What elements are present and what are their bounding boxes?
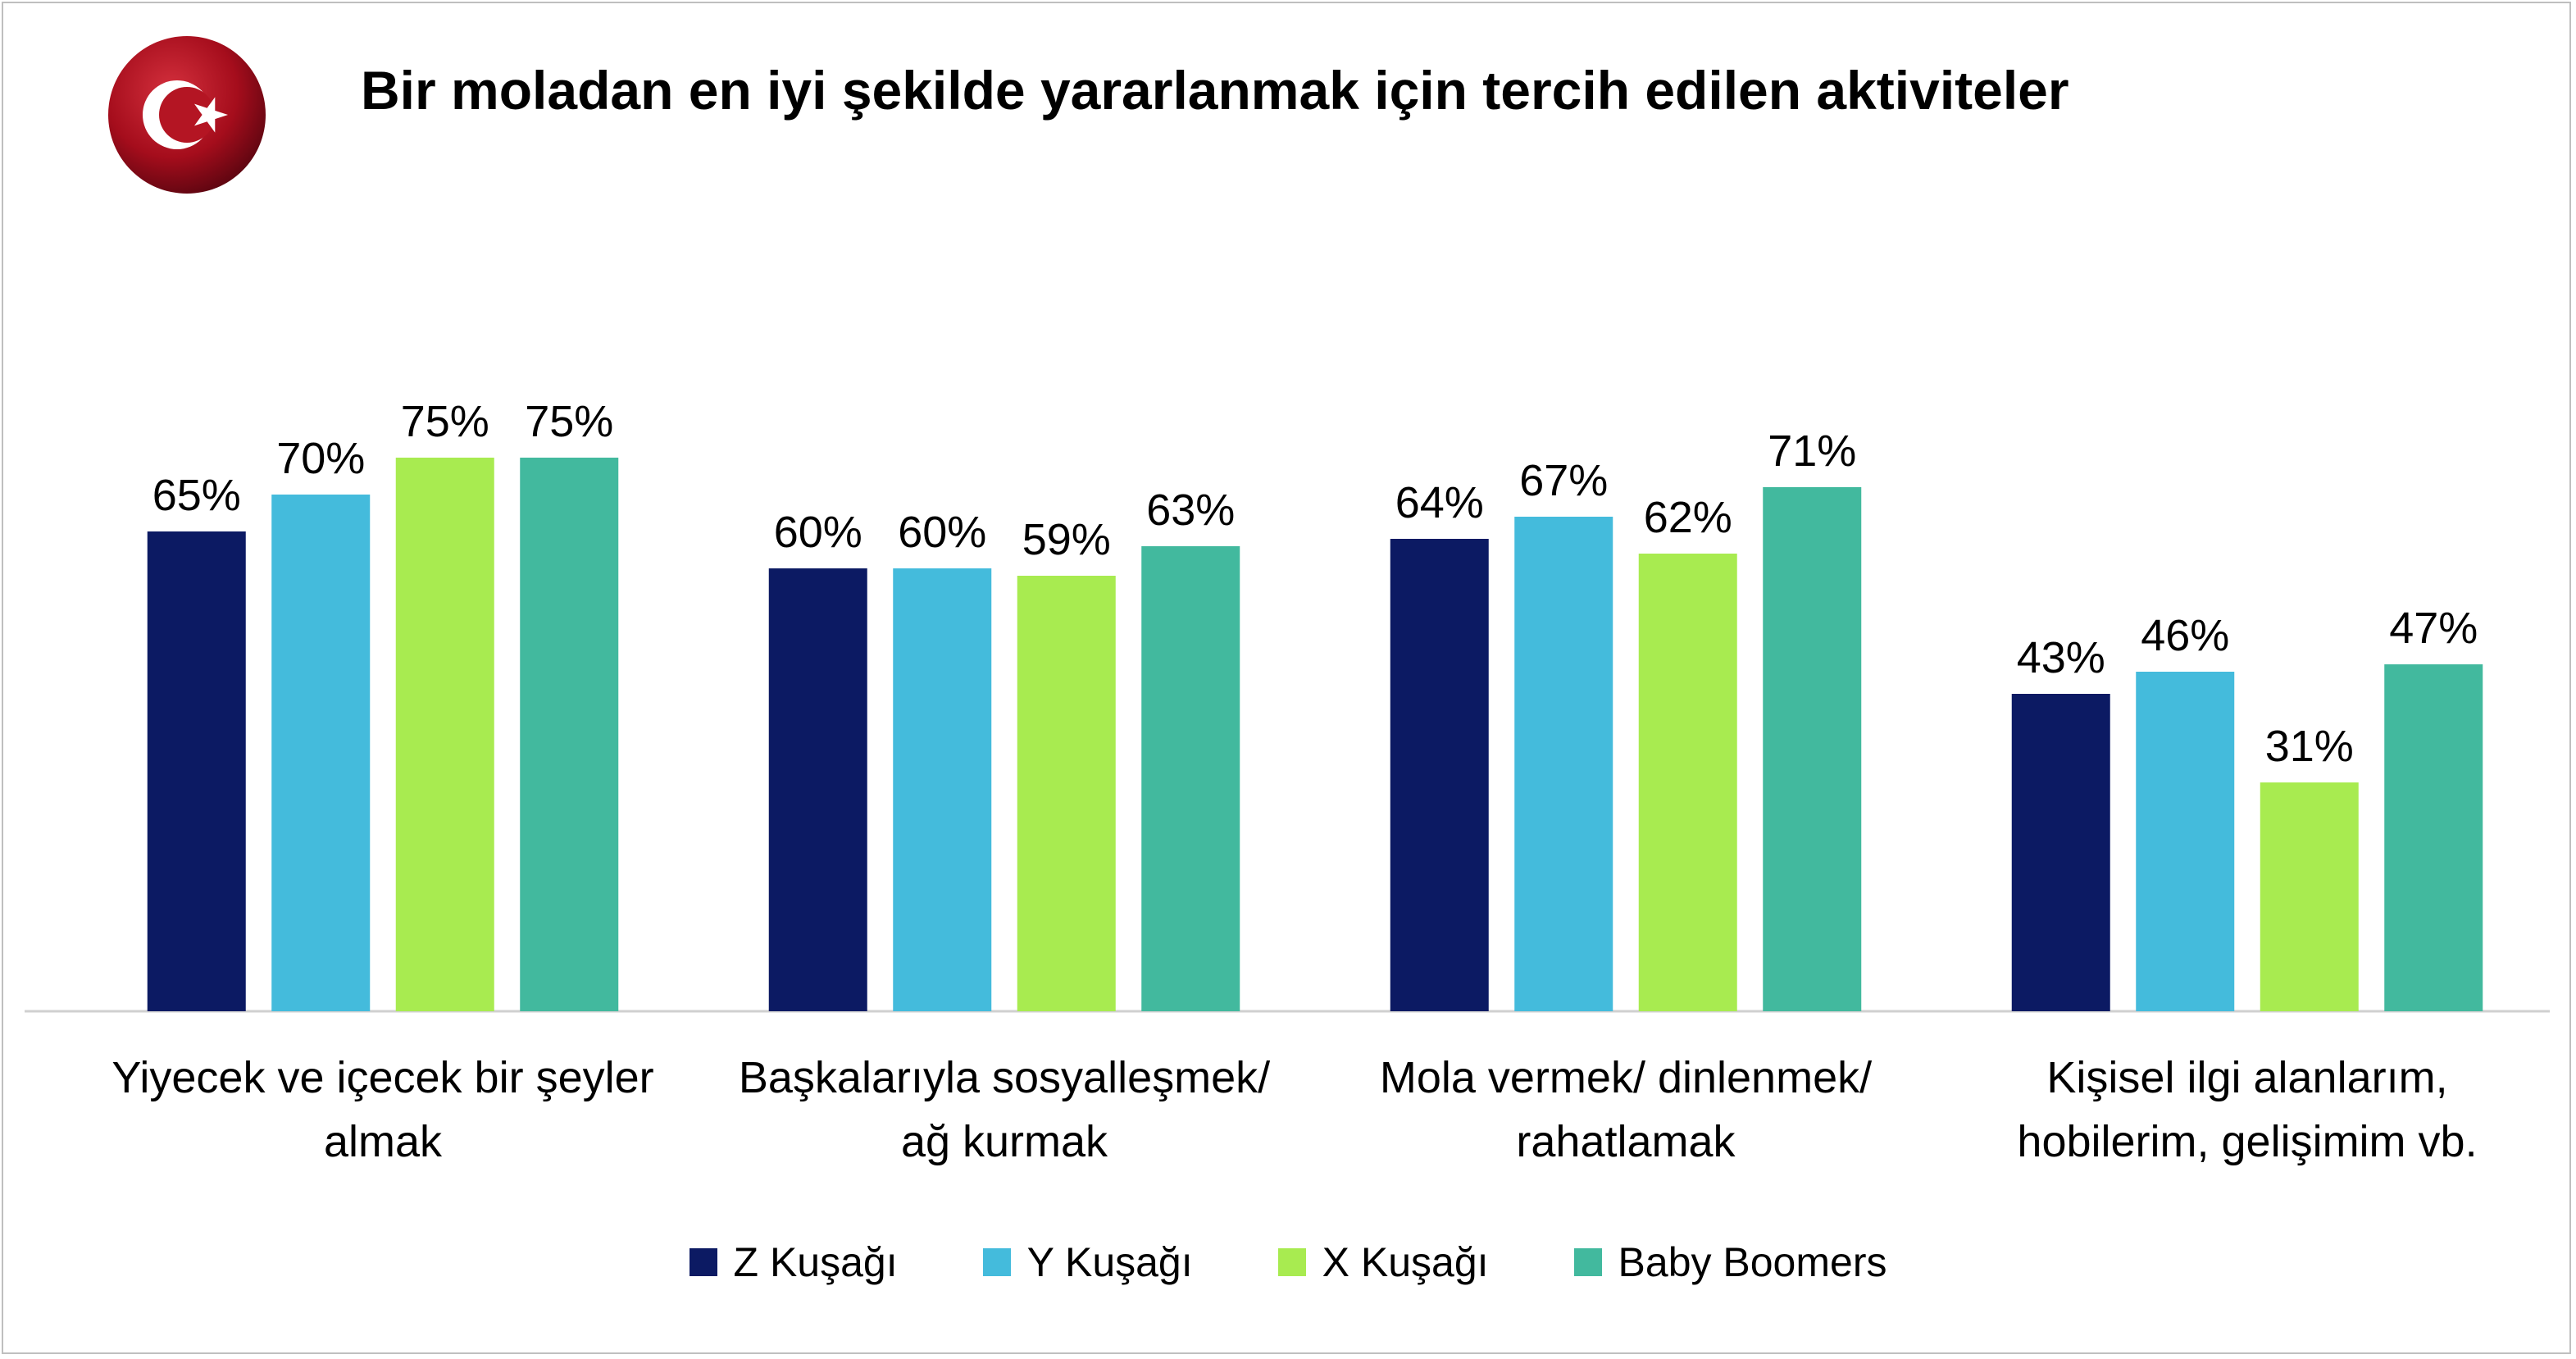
bar — [2011, 694, 2110, 1011]
chart-title: Bir moladan en iyi şekilde yararlanmak i… — [361, 60, 2069, 121]
data-label: 62% — [1644, 493, 1732, 542]
bar — [271, 495, 371, 1011]
legend-item: Baby Boomers — [1573, 1238, 1887, 1286]
data-label: 63% — [1146, 486, 1235, 535]
legend-swatch — [1277, 1248, 1306, 1276]
bar — [2136, 672, 2235, 1011]
legend-swatch — [1573, 1248, 1602, 1276]
category-label: rahatlamak — [1516, 1117, 1736, 1166]
legend-swatch — [689, 1248, 717, 1276]
data-label: 31% — [2265, 722, 2354, 771]
legend-item: X Kuşağı — [1277, 1238, 1489, 1286]
bar — [1638, 554, 1737, 1011]
category-label: Kişisel ilgi alanlarım, — [2046, 1053, 2447, 1102]
bar — [520, 458, 619, 1011]
bar — [893, 568, 992, 1011]
data-label: 60% — [774, 508, 862, 557]
data-label: 67% — [1519, 456, 1608, 505]
bar — [1390, 539, 1489, 1011]
data-label: 60% — [898, 508, 986, 557]
data-label: 75% — [401, 397, 489, 446]
legend-swatch — [982, 1248, 1011, 1276]
data-label: 70% — [276, 434, 365, 483]
turkish-flag-emblem — [108, 36, 266, 194]
data-label: 65% — [152, 471, 241, 520]
crescent-inner — [159, 87, 215, 143]
bar — [395, 458, 494, 1011]
bar — [2260, 782, 2359, 1011]
category-label: almak — [324, 1117, 443, 1166]
legend-item: Y Kuşağı — [982, 1238, 1193, 1286]
data-label: 71% — [1768, 426, 1856, 476]
data-label: 64% — [1395, 478, 1484, 527]
data-label: 43% — [2017, 633, 2105, 682]
data-label: 47% — [2389, 604, 2478, 653]
category-label: Yiyecek ve içecek bir şeyler — [112, 1053, 653, 1102]
category-label: Başkalarıyla sosyalleşmek/ — [739, 1053, 1270, 1102]
data-label: 46% — [2141, 611, 2229, 660]
bar — [2384, 664, 2483, 1011]
data-label: 75% — [525, 397, 613, 446]
legend-item: Z Kuşağı — [689, 1238, 898, 1286]
legend-label: Y Kuşağı — [1026, 1239, 1193, 1285]
category-label: ağ kurmak — [901, 1117, 1108, 1166]
chart-legend: Z Kuşağı Y Kuşağı X Kuşağı Baby Boomers — [0, 1238, 2576, 1286]
bar — [147, 531, 246, 1011]
category-label: Mola vermek/ dinlenmek/ — [1380, 1053, 1872, 1102]
category-label: hobilerim, gelişimim vb. — [2017, 1117, 2477, 1166]
data-label: 59% — [1022, 515, 1111, 564]
bar — [1017, 576, 1116, 1011]
bar — [1514, 517, 1613, 1011]
star-icon — [194, 97, 228, 133]
bar — [768, 568, 867, 1011]
legend-label: Z Kuşağı — [733, 1239, 898, 1285]
legend-label: Baby Boomers — [1618, 1239, 1887, 1285]
legend-label: X Kuşağı — [1322, 1239, 1489, 1285]
bar — [1141, 546, 1240, 1011]
bar — [1763, 487, 1862, 1011]
